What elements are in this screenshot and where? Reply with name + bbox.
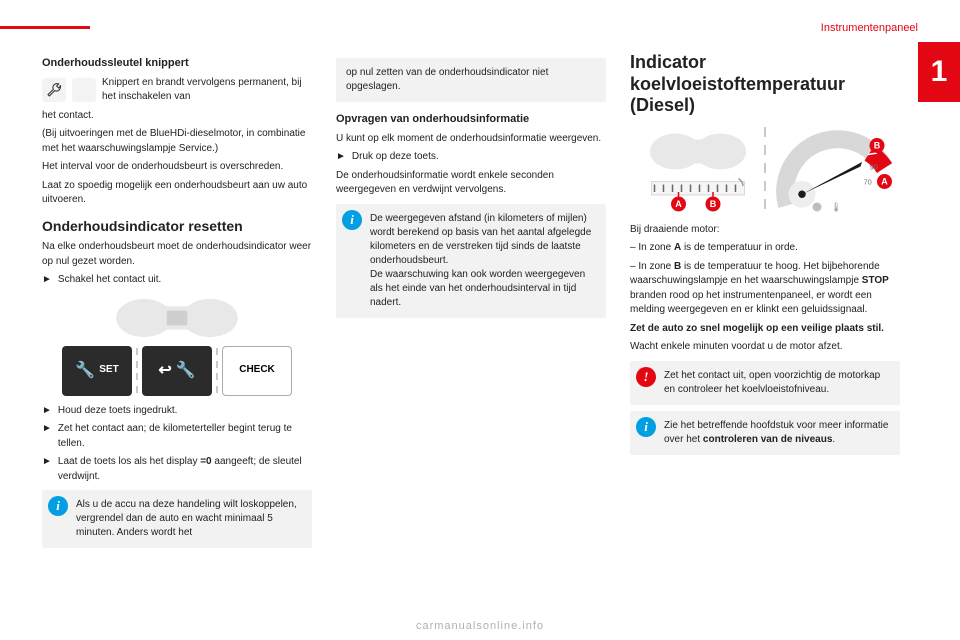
c2-info-top-text: op nul zetten van de onderhoudsindicator… xyxy=(346,67,548,92)
c1-b4: ►Laat de toets los als het display =0 aa… xyxy=(42,455,312,484)
back-wrench-button: ↩ 🔧 xyxy=(142,346,212,396)
c3-p3: Wacht enkele minuten voordat u de motor … xyxy=(630,340,900,355)
zone-a2-label: A xyxy=(881,176,888,186)
tick-90: 90 xyxy=(870,162,878,171)
c2-info-text: De weergegeven afstand (in kilometers of… xyxy=(370,213,591,308)
c2-subhead: Opvragen van onderhoudsinformatie xyxy=(336,112,606,128)
c3-info-b: controleren van de niveaus xyxy=(703,434,833,445)
c1-p3: Het interval voor de onderhoudsbeurt is … xyxy=(42,160,312,175)
c3-li1-a: In zone xyxy=(638,242,674,253)
divider2-icon xyxy=(216,346,218,396)
bullet3-icon: ► xyxy=(42,422,52,451)
bullet5-icon: ► xyxy=(336,150,346,165)
gauge-divider-icon xyxy=(764,123,766,213)
c3-li1: – In zone A is de temperatuur in orde. xyxy=(630,241,900,256)
c1-p1a: Knippert en brandt vervolgens permanent,… xyxy=(102,76,312,105)
zone-b2-label: B xyxy=(874,140,881,150)
c3-li2-a: In zone xyxy=(638,261,674,272)
bullet4-icon: ► xyxy=(42,455,52,484)
c3-li2-d: STOP xyxy=(862,275,889,286)
button-row: 🔧 SET ↩ 🔧 CHECK xyxy=(42,346,312,396)
back-arrow-icon: ↩ xyxy=(158,359,171,382)
accent-bar xyxy=(0,26,90,29)
set-label: SET xyxy=(99,363,118,378)
check-label: CHECK xyxy=(239,363,275,378)
info-i2-icon: i xyxy=(342,210,362,230)
blank-icon xyxy=(72,78,96,102)
c1-b1: ► Schakel het contact uit. xyxy=(42,273,312,288)
c3-warn-text: Zet het contact uit, open voorzichtig de… xyxy=(664,370,880,395)
content-columns: Onderhoudssleutel knippert Knippert en b… xyxy=(42,52,900,612)
c2-p2: De onderhoudsinformatie wordt enkele sec… xyxy=(336,169,606,198)
c2-info-box: i De weergegeven afstand (in kilometers … xyxy=(336,204,606,318)
column-1: Onderhoudssleutel knippert Knippert en b… xyxy=(42,52,312,612)
gauge-right-svg: 70 90 A B 🌡 xyxy=(772,123,892,213)
cluster-illustration xyxy=(102,296,252,340)
c1-p1b: het contact. xyxy=(42,109,312,124)
c3-info-c: . xyxy=(832,434,835,445)
c1-b3: ►Zet het contact aan; de kilometerteller… xyxy=(42,422,312,451)
c1-subhead-1: Onderhoudssleutel knippert xyxy=(42,56,312,72)
footer-watermark: carmanualsonline.info xyxy=(0,620,960,632)
bullet-icon: ► xyxy=(42,273,52,288)
c1-b2: ► Houd deze toets ingedrukt. xyxy=(42,404,312,419)
c3-info-box: i Zie het betreffende hoofdstuk voor mee… xyxy=(630,411,900,455)
tick-70: 70 xyxy=(864,177,872,186)
column-2: op nul zetten van de onderhoudsindicator… xyxy=(336,52,606,612)
c3-info-text: Zie het betreffende hoofdstuk voor meer … xyxy=(664,420,888,445)
c1-info-text: Als u de accu na deze handeling wilt los… xyxy=(76,499,297,538)
c2-b1: ► Druk op deze toets. xyxy=(336,150,606,165)
c1-p2: (Bij uitvoeringen met de BlueHDi-dieselm… xyxy=(42,127,312,156)
c1-p4: Laat zo spoedig mogelijk een onderhoudsb… xyxy=(42,179,312,208)
chapter-number: 1 xyxy=(918,42,960,102)
wrench-small2-icon: 🔧 xyxy=(176,359,196,382)
c2-b1-text: Druk op deze toets. xyxy=(352,150,439,165)
c1-b4-text: Laat de toets los als het display =0 aan… xyxy=(58,455,312,484)
c3-li2-e: branden rood op het instrumentenpaneel, … xyxy=(630,290,872,316)
temp-icon: 🌡 xyxy=(831,202,842,212)
bullet2-icon: ► xyxy=(42,404,52,419)
c1-section-head: Onderhoudsindicator resetten xyxy=(42,216,312,236)
c1-p5: Na elke onderhoudsbeurt moet de onderhou… xyxy=(42,240,312,269)
wrench-small-icon: 🔧 xyxy=(75,359,95,382)
c3-li1-c: is de temperatuur in orde. xyxy=(681,242,798,253)
c1-info-box: i Als u de accu na deze handeling wilt l… xyxy=(42,490,312,548)
c3-bold-text: Zet de auto zo snel mogelijk op een veil… xyxy=(630,323,884,334)
info-i3-icon: i xyxy=(636,417,656,437)
c3-p1: Bij draaiende motor: xyxy=(630,223,900,238)
c1-b2-text: Houd deze toets ingedrukt. xyxy=(58,404,178,419)
c3-title: Indicator koelvloeistoftemperatuur (Dies… xyxy=(630,52,900,117)
c1-icon-row: Knippert en brandt vervolgens permanent,… xyxy=(42,76,312,105)
column-3: Indicator koelvloeistoftemperatuur (Dies… xyxy=(630,52,900,612)
c3-li2: – In zone B is de temperatuur te hoog. H… xyxy=(630,260,900,318)
divider-icon xyxy=(136,346,138,396)
c1-b4-a: Laat de toets los als het display xyxy=(58,456,200,467)
c1-b3-text: Zet het contact aan; de kilometerteller … xyxy=(58,422,312,451)
zone-a-label: A xyxy=(675,199,682,209)
warn-icon: ! xyxy=(636,367,656,387)
zone-b-label: B xyxy=(710,199,717,209)
c3-bold: Zet de auto zo snel mogelijk op een veil… xyxy=(630,322,900,337)
gauge-illustration: A B xyxy=(630,123,900,213)
set-button: 🔧 SET xyxy=(62,346,132,396)
c1-b4-b: =0 xyxy=(200,456,211,467)
c2-p1: U kunt op elk moment de onderhoudsinform… xyxy=(336,132,606,147)
c2-info-continued: op nul zetten van de onderhoudsindicator… xyxy=(336,58,606,102)
gauge-left-svg: A B xyxy=(638,123,758,213)
info-i-icon: i xyxy=(48,496,68,516)
wrench-icon xyxy=(42,78,66,102)
header-section: Instrumentenpaneel xyxy=(821,22,918,34)
check-button: CHECK xyxy=(222,346,292,396)
c3-warn-box: ! Zet het contact uit, open voorzichtig … xyxy=(630,361,900,405)
c1-b1-text: Schakel het contact uit. xyxy=(58,273,161,288)
